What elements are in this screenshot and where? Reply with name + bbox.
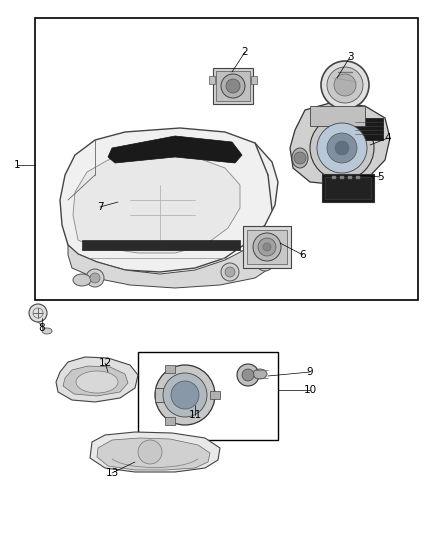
Text: 12: 12 bbox=[99, 358, 112, 368]
Polygon shape bbox=[97, 438, 210, 470]
Bar bbox=[165, 417, 175, 425]
Bar bbox=[209, 76, 215, 84]
Ellipse shape bbox=[42, 328, 52, 334]
Circle shape bbox=[163, 373, 207, 417]
Circle shape bbox=[335, 141, 349, 155]
Bar bbox=[213, 68, 253, 104]
Bar bbox=[138, 352, 278, 440]
Circle shape bbox=[155, 365, 215, 425]
Bar bbox=[82, 240, 240, 250]
Bar bbox=[251, 76, 257, 84]
Circle shape bbox=[263, 243, 271, 251]
Text: 1: 1 bbox=[14, 160, 20, 170]
Bar bbox=[355, 118, 383, 140]
Circle shape bbox=[258, 238, 276, 256]
Ellipse shape bbox=[292, 148, 308, 168]
Bar bbox=[310, 106, 365, 126]
Circle shape bbox=[334, 74, 356, 96]
Circle shape bbox=[221, 74, 245, 98]
Polygon shape bbox=[56, 357, 138, 402]
Bar bbox=[325, 177, 371, 199]
Circle shape bbox=[321, 61, 369, 109]
Bar bbox=[332, 176, 336, 179]
Circle shape bbox=[86, 269, 104, 287]
Bar bbox=[165, 365, 175, 373]
Circle shape bbox=[260, 257, 270, 267]
Text: 4: 4 bbox=[385, 133, 391, 143]
Polygon shape bbox=[290, 103, 390, 185]
Ellipse shape bbox=[73, 274, 91, 286]
Circle shape bbox=[294, 152, 306, 164]
Circle shape bbox=[138, 440, 162, 464]
Circle shape bbox=[237, 364, 259, 386]
Bar bbox=[247, 230, 287, 264]
Circle shape bbox=[327, 133, 357, 163]
Bar bbox=[35, 18, 418, 300]
Circle shape bbox=[29, 304, 47, 322]
Bar bbox=[356, 176, 360, 179]
Circle shape bbox=[253, 233, 281, 261]
Circle shape bbox=[225, 267, 235, 277]
Bar bbox=[322, 174, 374, 202]
Circle shape bbox=[226, 79, 240, 93]
Text: 7: 7 bbox=[97, 202, 103, 212]
Circle shape bbox=[221, 263, 239, 281]
Ellipse shape bbox=[253, 369, 267, 379]
Text: 13: 13 bbox=[106, 468, 119, 478]
Text: 10: 10 bbox=[304, 385, 317, 395]
Text: 2: 2 bbox=[242, 47, 248, 57]
Bar bbox=[243, 226, 291, 268]
Circle shape bbox=[171, 381, 199, 409]
Text: 9: 9 bbox=[307, 367, 313, 377]
Polygon shape bbox=[73, 154, 240, 253]
Text: 11: 11 bbox=[188, 410, 201, 420]
Circle shape bbox=[310, 116, 374, 180]
Text: 5: 5 bbox=[377, 172, 383, 182]
Circle shape bbox=[317, 123, 367, 173]
Bar bbox=[348, 176, 352, 179]
Bar bbox=[155, 388, 177, 402]
Bar bbox=[340, 176, 344, 179]
Polygon shape bbox=[60, 128, 278, 272]
Circle shape bbox=[327, 67, 363, 103]
Circle shape bbox=[256, 253, 274, 271]
Text: 3: 3 bbox=[347, 52, 353, 62]
Bar bbox=[210, 391, 220, 399]
Polygon shape bbox=[68, 245, 270, 288]
Ellipse shape bbox=[76, 371, 118, 393]
Bar bbox=[216, 71, 250, 101]
Text: 8: 8 bbox=[39, 323, 45, 333]
Polygon shape bbox=[63, 366, 128, 396]
Circle shape bbox=[90, 273, 100, 283]
Polygon shape bbox=[108, 136, 242, 163]
Polygon shape bbox=[90, 432, 220, 472]
Circle shape bbox=[242, 369, 254, 381]
Text: 6: 6 bbox=[300, 250, 306, 260]
